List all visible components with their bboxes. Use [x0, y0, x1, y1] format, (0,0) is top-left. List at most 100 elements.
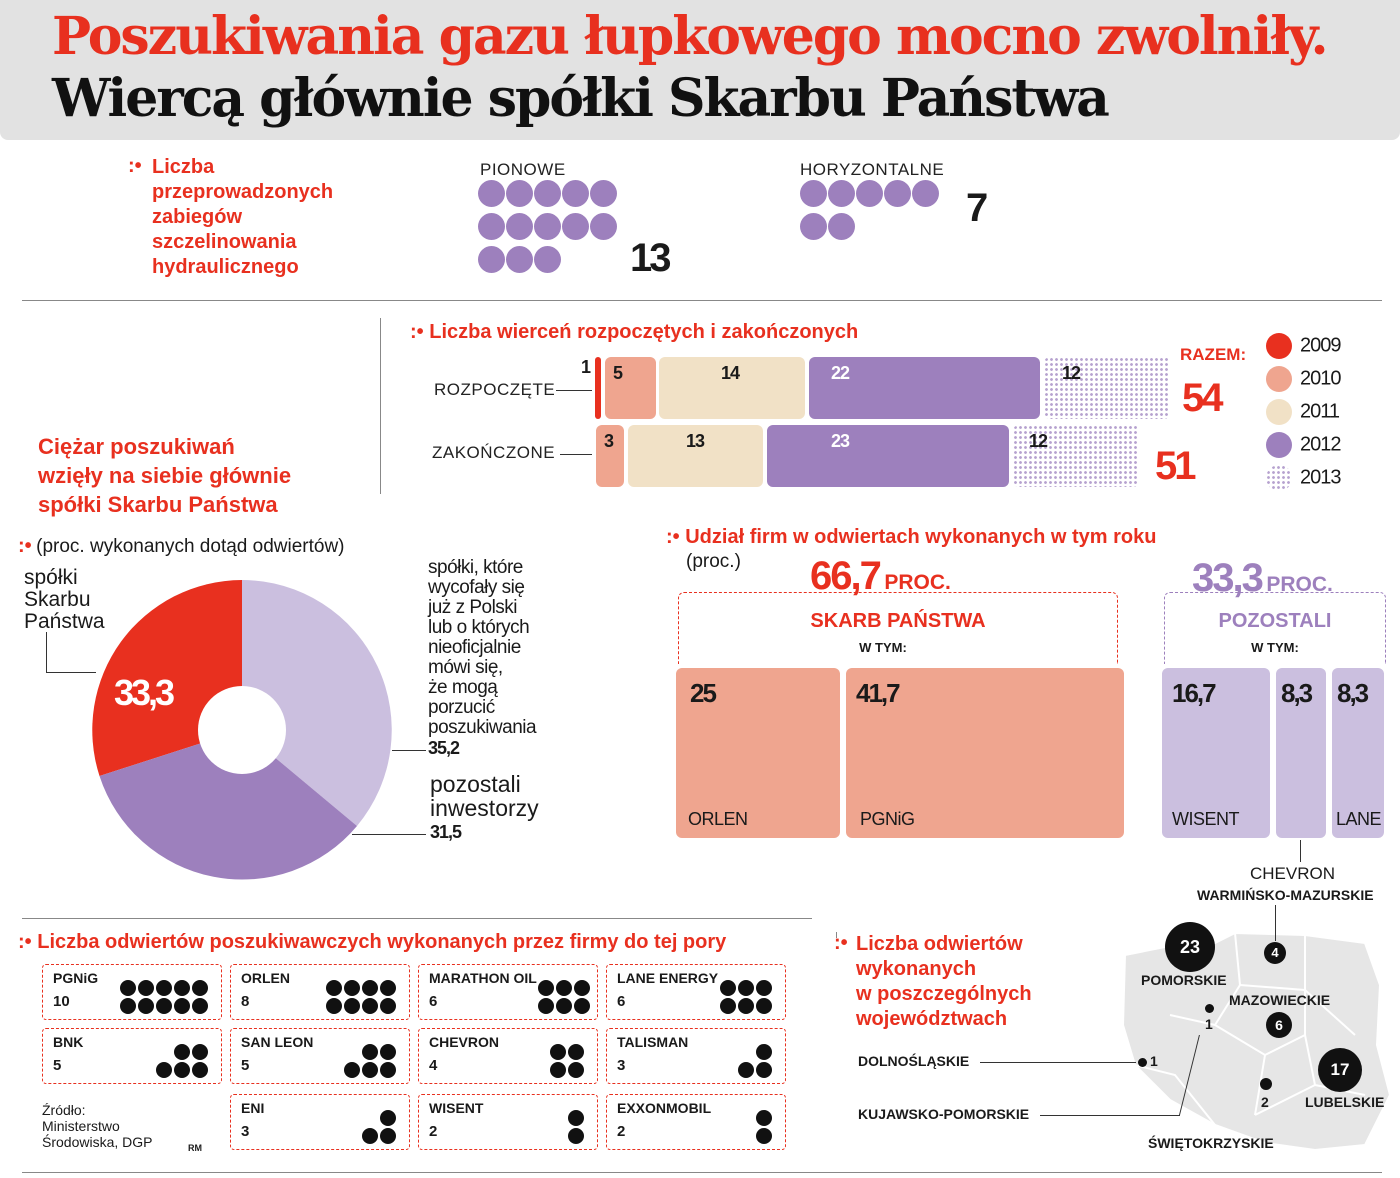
region-count-mazowieckie: 6 [1266, 1012, 1292, 1038]
vertical-dots [478, 180, 628, 279]
author: RM [188, 1143, 202, 1153]
company-card-pgnig: PGNiG 10 [42, 964, 222, 1020]
vertical-count: 13 [630, 236, 671, 280]
region-count-warminsko-mazurskie: 4 [1264, 942, 1286, 964]
count-dots [341, 1043, 397, 1079]
leader-line [556, 390, 592, 391]
title-line-1: Poszukiwania gazu łupkowego mocno zwolni… [52, 6, 1329, 67]
others-bracket [1164, 592, 1386, 664]
company-card-eni: ENI 3 [230, 1094, 410, 1150]
title-line-2: Wiercą głównie spółki Skarbu Państwa [52, 68, 1110, 129]
fracking-label: Liczba przeprowadzonych zabiegów szczeli… [152, 156, 334, 278]
burden-heading: Ciężar poszukiwań wzięły na siebie główn… [38, 434, 292, 517]
company-card-orlen: ORLEN 8 [230, 964, 410, 1020]
bullet-icon: :• [834, 932, 848, 954]
share-box-pgnig: 41,7 PGNiG [846, 668, 1124, 838]
pie-label-others: pozostali inwestorzy 31,5 [430, 771, 539, 842]
count-dots [735, 1043, 773, 1079]
pie-label-state: spółki Skarbu Państwa [24, 566, 105, 633]
region-name-pomorskie: POMORSKIE [1141, 972, 1227, 988]
share-unit: (proc.) [686, 551, 741, 572]
vertical-label: PIONOWE [480, 160, 566, 179]
state-label: SKARB PAŃSTWA [810, 610, 986, 632]
total-label: RAZEM: [1180, 345, 1247, 364]
legend-swatch [1266, 333, 1292, 359]
region-count-swietokrzyskie: 2 [1261, 1094, 1269, 1110]
share-box-chevron: 8,3 [1276, 668, 1326, 838]
region-count-pomorskie: 23 [1165, 922, 1215, 972]
others-label: POZOSTALI [1218, 610, 1332, 632]
count-dots [547, 1043, 585, 1079]
companies-title: :• Liczba odwiertów poszukiwawczych wyko… [18, 931, 727, 953]
leader-line [46, 632, 47, 672]
count-dots [153, 1043, 209, 1079]
region-count-dolnoslaskie: 1 [1150, 1053, 1158, 1069]
legend: 2009 2010 2011 2012 2013 [1266, 333, 1341, 498]
state-sub: W TYM: [859, 640, 907, 655]
legend-swatch [1266, 465, 1292, 491]
others-sub: W TYM: [1251, 640, 1299, 655]
count-dots [717, 979, 773, 1015]
divider [22, 1172, 1382, 1173]
total-started: 54 [1182, 376, 1223, 420]
bar-2010-started: 5 [605, 357, 656, 419]
bar-2012-finished: 23 [767, 425, 1009, 487]
divider [22, 918, 812, 919]
divider [22, 300, 1382, 301]
burden-subtitle: :• (proc. wykonanych dotąd odwiertów) [18, 535, 345, 557]
company-card-exxonmobil: EXXONMOBIL 2 [606, 1094, 786, 1150]
bullet-icon: :• [128, 155, 142, 177]
count-dots [753, 1109, 773, 1145]
share-box-orlen: 25 ORLEN [676, 668, 840, 838]
leader-line [352, 834, 426, 835]
company-card-chevron: CHEVRON 4 [418, 1028, 598, 1084]
share-title: :• Udział firm w odwiertach wykonanych w… [666, 526, 1157, 548]
bar-2010-finished: 3 [596, 425, 624, 487]
bar-2012-started: 22 [809, 357, 1040, 419]
legend-item-2013: 2013 [1266, 465, 1341, 491]
share-box-lane: 8,3 LANE [1332, 668, 1384, 838]
legend-swatch [1266, 366, 1292, 392]
leader-line [1275, 905, 1276, 941]
pie-slice-withdrawn [242, 580, 392, 826]
count-dots [323, 979, 397, 1015]
legend-item-2009: 2009 [1266, 333, 1341, 359]
pie-value-state: 33,3 [114, 672, 175, 713]
horizontal-count: 7 [966, 186, 988, 230]
regions-title: Liczba odwiertów wykonanych w poszczegól… [856, 933, 1032, 1030]
region-dot [1205, 1004, 1214, 1013]
region-name-warminsko-mazurskie: WARMIŃSKO-MAZURSKIE [1197, 887, 1374, 903]
source: Źródło: Ministerstwo Środowiska, DGP [42, 1102, 153, 1150]
horizontal-dots [800, 180, 950, 246]
share-box-wisent: 16,7 WISENT [1162, 668, 1270, 838]
total-finished: 51 [1155, 444, 1196, 488]
leader-line [560, 454, 592, 455]
bar-2013-finished: 12 [1013, 425, 1139, 487]
legend-swatch [1266, 399, 1292, 425]
divider-vertical [380, 318, 381, 494]
state-bracket [678, 592, 1118, 664]
divider-tick [836, 932, 837, 938]
leader-line [46, 672, 96, 673]
count-dots [359, 1109, 397, 1145]
legend-item-2010: 2010 [1266, 366, 1341, 392]
bar-2009-started [595, 357, 601, 419]
company-card-lane: LANE ENERGY 6 [606, 964, 786, 1020]
company-card-talisman: TALISMAN 3 [606, 1028, 786, 1084]
drilling-title: :• Liczba wierceń rozpoczętych i zakończ… [410, 321, 859, 343]
count-dots [565, 1109, 585, 1145]
bar-2013-started: 12 [1044, 357, 1170, 419]
bar-2011-started: 14 [659, 357, 805, 419]
leader-line [1300, 840, 1301, 862]
legend-item-2012: 2012 [1266, 432, 1341, 458]
region-dot [1138, 1058, 1147, 1067]
legend-swatch [1266, 432, 1292, 458]
region-name-mazowieckie: MAZOWIECKIE [1229, 992, 1331, 1008]
state-total: 66,7 PROC. [810, 554, 951, 598]
pie-label-withdrawn: spółki, które wycofały się już z Polski … [428, 557, 537, 759]
poland-map [1121, 931, 1392, 1152]
count-dots [117, 979, 209, 1015]
company-card-bnk: BNK 5 [42, 1028, 222, 1084]
company-card-marathon: MARATHON OIL 6 [418, 964, 598, 1020]
region-count-kujawsko-pomorskie: 1 [1205, 1016, 1213, 1032]
